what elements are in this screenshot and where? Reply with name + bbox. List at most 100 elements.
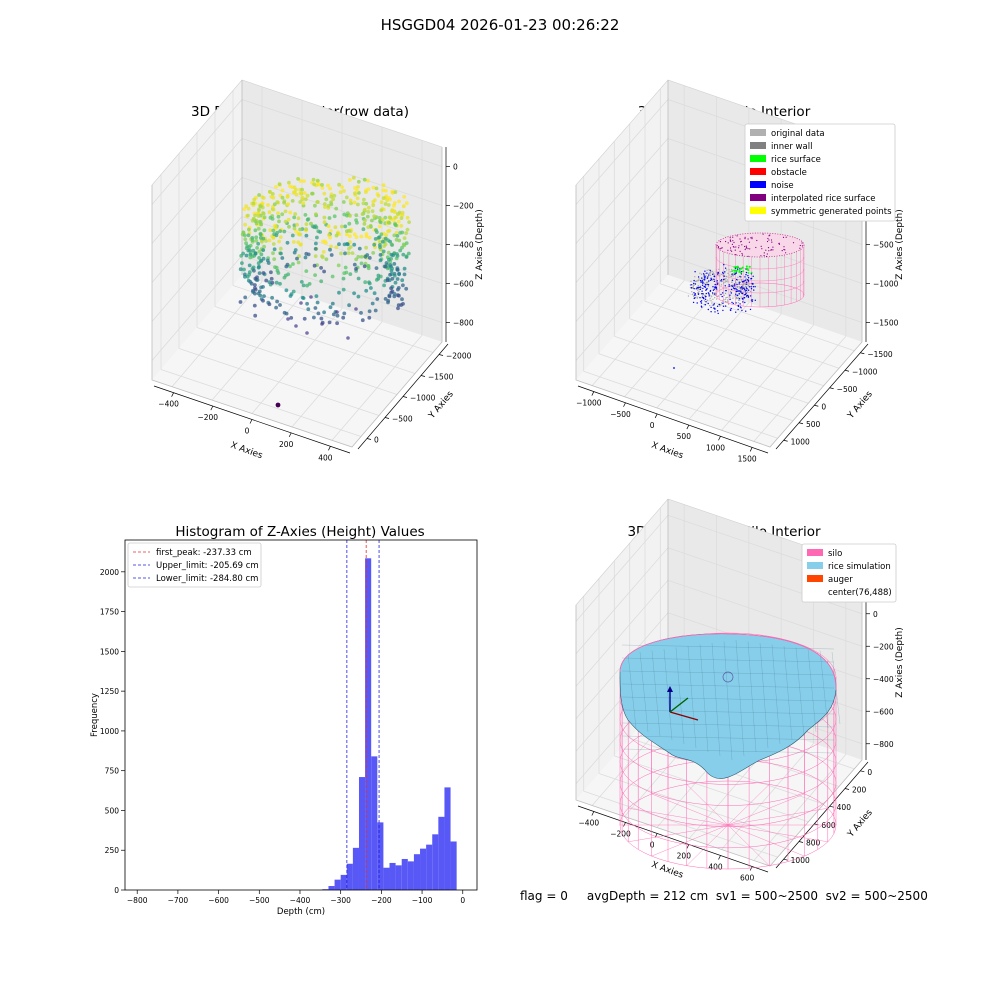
p3-x-tick-label: −400 <box>290 896 311 905</box>
p2-interpolated-point <box>727 249 729 251</box>
p1-x-tick-label: −200 <box>197 413 218 422</box>
p3-histogram-bar <box>395 865 402 890</box>
p1-data-point <box>370 209 375 214</box>
p2-interpolated-point <box>801 245 804 247</box>
p2-box-edge <box>575 147 863 448</box>
p2-interpolated-point <box>720 247 722 249</box>
p1-data-point <box>303 213 308 217</box>
p1-data-point <box>362 264 367 269</box>
p4-silo-wire <box>727 793 805 826</box>
p1-data-point <box>324 197 329 202</box>
p1-data-point <box>382 244 386 249</box>
p2-y-tick-label: −1000 <box>852 367 878 376</box>
p4-silo-wire <box>727 784 770 826</box>
p1-data-point <box>404 255 409 259</box>
p1-data-point <box>355 188 359 193</box>
p1-data-point <box>253 313 258 318</box>
p1-data-point <box>286 317 290 321</box>
p1-data-point <box>274 233 279 238</box>
p1-data-point <box>356 179 361 184</box>
p1-data-point <box>243 222 248 227</box>
p1-data-point <box>320 183 324 187</box>
p2-noise-point <box>704 284 707 286</box>
p2-original-point <box>706 269 708 271</box>
p1-data-point <box>369 286 373 290</box>
p1-data-point <box>389 269 394 273</box>
p1-data-point <box>303 197 308 202</box>
p2-noise-point <box>724 285 726 287</box>
p1-data-point <box>381 249 386 254</box>
p4-silo-top-rim <box>619 633 837 691</box>
p1-data-point <box>271 242 276 246</box>
p2-noise-point <box>741 309 743 312</box>
p2-noise-point <box>740 273 743 275</box>
p1-data-point <box>342 212 347 217</box>
p1-data-point <box>386 300 390 305</box>
p1-data-point <box>371 203 376 208</box>
p3-histogram-bar <box>426 844 433 890</box>
p2-noise-point <box>704 296 707 298</box>
p1-data-point <box>261 211 266 216</box>
p2-noise-point <box>741 288 743 290</box>
p2-noise-point <box>729 294 731 296</box>
p3-histogram-bar <box>407 861 414 890</box>
p1-data-point <box>348 234 352 239</box>
p1-data-point <box>354 257 359 262</box>
p2-noise-point <box>717 282 719 284</box>
p1-data-point <box>298 179 303 183</box>
p1-data-point <box>257 193 261 197</box>
p1-data-point <box>309 295 313 299</box>
p2-noise-point <box>709 279 712 281</box>
p2-original-point <box>716 281 718 283</box>
p1-data-point <box>355 196 360 201</box>
p1-data-point <box>364 190 368 195</box>
p1-data-point <box>314 212 318 217</box>
p1-data-point <box>253 228 258 233</box>
p1-data-point <box>393 190 398 195</box>
p4-surface-mesh <box>699 644 709 753</box>
p2-noise-point <box>698 286 700 289</box>
p2-noise-point <box>715 288 718 290</box>
p1-data-point <box>341 200 346 204</box>
p2-noise-point <box>716 283 718 286</box>
p2-original-point <box>746 291 749 293</box>
p3-y-tick-label: 1500 <box>100 647 119 656</box>
p2-original-point <box>728 274 730 276</box>
p1-data-point <box>367 309 372 314</box>
p1-data-point <box>372 291 377 296</box>
p1-data-point <box>296 240 301 245</box>
p1-data-point <box>313 254 318 258</box>
p2-interpolated-point <box>772 249 774 251</box>
p1-data-point <box>324 257 329 262</box>
p1-y-tick-label: −1000 <box>410 394 436 403</box>
p1-data-point <box>313 273 317 277</box>
p2-interpolated-point <box>745 247 747 249</box>
p2-original-point <box>740 296 742 298</box>
p1-data-point <box>302 191 307 195</box>
p2-interpolated-point <box>731 243 734 245</box>
p2-original-point <box>731 281 733 283</box>
p2-noise-point <box>732 302 734 305</box>
p1-data-point <box>287 180 291 185</box>
p2-original-point <box>692 284 694 286</box>
p2-original-point <box>712 272 715 274</box>
p1-data-point <box>393 215 397 220</box>
p1-x-tick-label: 0 <box>245 427 250 436</box>
p1-data-point <box>364 245 368 250</box>
p2-original-point <box>736 286 739 288</box>
p1-data-point <box>295 256 299 261</box>
p2-z-tick-label: −1000 <box>873 280 899 289</box>
p2-noise-point <box>713 275 716 278</box>
p2-noise-point <box>694 271 696 273</box>
p2-interpolated-point <box>741 252 743 255</box>
p1-data-point <box>291 190 296 195</box>
p1-data-point <box>337 290 341 295</box>
p1-data-point <box>335 321 339 326</box>
p2-noise-point <box>723 278 725 281</box>
p4-box-edge <box>575 565 863 867</box>
p2-x-tick <box>749 447 753 452</box>
p1-data-point <box>402 236 407 241</box>
p1-data-point <box>402 266 407 271</box>
